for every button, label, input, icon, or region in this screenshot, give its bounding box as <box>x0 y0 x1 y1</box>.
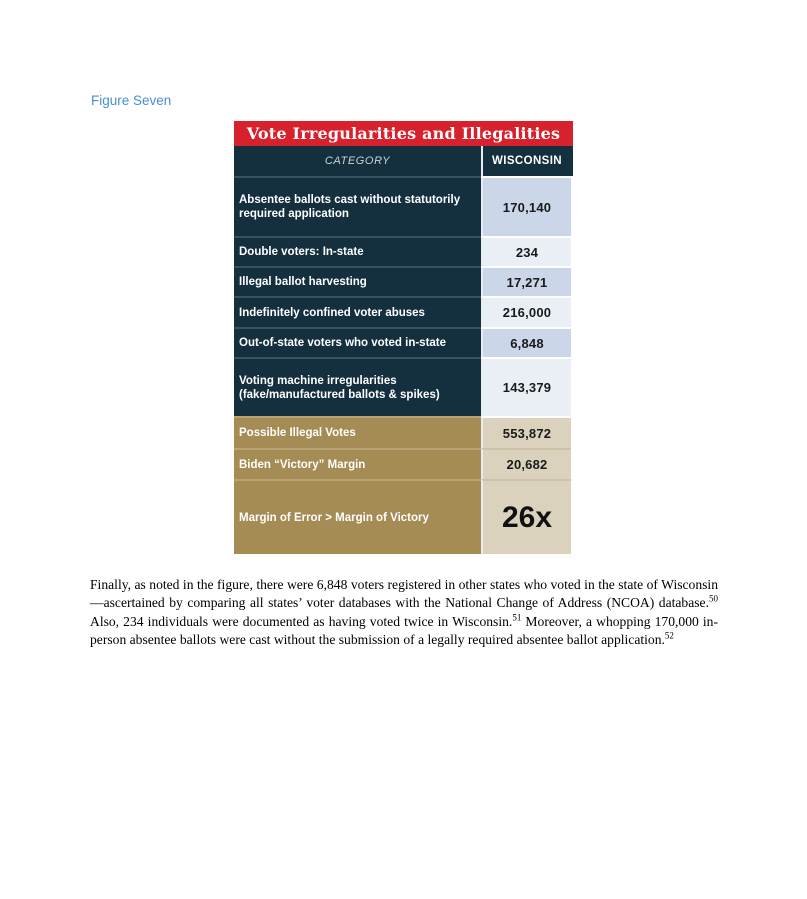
table-row: Margin of Error > Margin of Victory 26x <box>234 479 573 554</box>
row-wisconsin-value: 553,872 <box>481 416 571 448</box>
row-wisconsin-value: 170,140 <box>481 176 571 236</box>
row-wisconsin-value: 17,271 <box>481 266 571 296</box>
row-wisconsin-value: 20,682 <box>481 448 571 479</box>
paragraph-text-1: Finally, as noted in the figure, there w… <box>90 577 718 611</box>
row-wisconsin-value: 26x <box>481 479 571 554</box>
table-rows: Absentee ballots cast without statutoril… <box>234 176 573 554</box>
footnote-ref-52: 52 <box>664 630 674 641</box>
table-row: Voting machine irregularities (fake/manu… <box>234 357 573 416</box>
footnote-ref-50: 50 <box>709 593 718 604</box>
table-row: Illegal ballot harvesting 17,271 <box>234 266 573 296</box>
row-category-label: Absentee ballots cast without statutoril… <box>234 176 481 236</box>
row-category-label: Voting machine irregularities (fake/manu… <box>234 357 481 416</box>
row-wisconsin-value: 234 <box>481 236 571 266</box>
vote-irregularities-table: Vote Irregularities and Illegalities CAT… <box>234 121 573 554</box>
table-row: Double voters: In-state 234 <box>234 236 573 266</box>
table-row: Indefinitely confined voter abuses 216,0… <box>234 296 573 327</box>
table-row: Biden “Victory” Margin 20,682 <box>234 448 573 479</box>
column-header-wisconsin: WISCONSIN <box>481 146 571 176</box>
table-title: Vote Irregularities and Illegalities <box>234 121 573 146</box>
row-category-label: Biden “Victory” Margin <box>234 448 481 479</box>
row-wisconsin-value: 143,379 <box>481 357 571 416</box>
table-row: Absentee ballots cast without statutoril… <box>234 176 573 236</box>
row-category-label: Out-of-state voters who voted in-state <box>234 327 481 357</box>
table-row: Out-of-state voters who voted in-state 6… <box>234 327 573 357</box>
row-wisconsin-value: 216,000 <box>481 296 571 327</box>
row-category-label: Possible Illegal Votes <box>234 416 481 448</box>
row-category-label: Illegal ballot harvesting <box>234 266 481 296</box>
figure-caption: Figure Seven <box>91 93 172 108</box>
paragraph-text-2: Also, 234 individuals were documented as… <box>90 613 513 629</box>
row-wisconsin-value: 6,848 <box>481 327 571 357</box>
row-category-label: Indefinitely confined voter abuses <box>234 296 481 327</box>
paragraph-text-3: Moreover, a whopping 170,000 in-person a… <box>90 613 718 648</box>
row-category-label: Double voters: In-state <box>234 236 481 266</box>
column-header-category: CATEGORY <box>324 155 391 167</box>
footnote-ref-51: 51 <box>512 612 522 623</box>
table-row: Possible Illegal Votes 553,872 <box>234 416 573 448</box>
body-paragraph: Finally, as noted in the figure, there w… <box>90 576 718 650</box>
row-category-label: Margin of Error > Margin of Victory <box>234 479 481 554</box>
table-header-row: CATEGORY WISCONSIN <box>234 146 573 176</box>
